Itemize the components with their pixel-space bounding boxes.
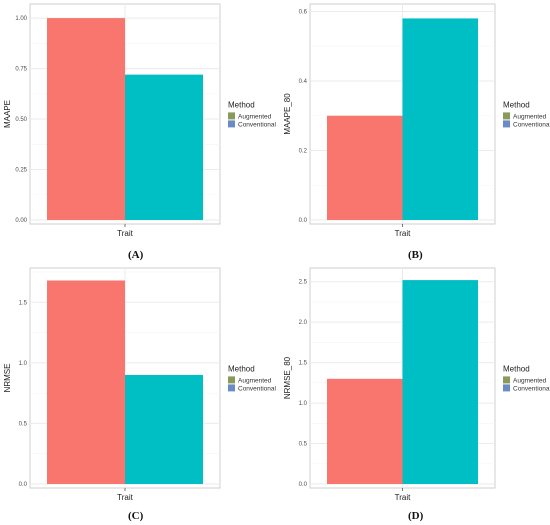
- y-tick-label: 0.6: [299, 9, 308, 15]
- x-axis-title: Trait: [117, 493, 133, 502]
- legend-label-augmented: Augmented: [238, 377, 272, 384]
- y-tick-label: 0.5: [19, 421, 28, 427]
- y-tick-label: 0.0: [19, 482, 28, 488]
- legend-swatch-conventional: [228, 384, 235, 392]
- y-tick-label: 2.5: [299, 280, 308, 286]
- y-tick-label: 0.50: [15, 117, 27, 123]
- bar-conventional: [125, 74, 203, 220]
- chart-svg: 0.00 0.25 0.50 0.75 1.00 Trait MAAPE Method Augm…: [3, 3, 276, 238]
- legend-label-augmented: Augmented: [238, 113, 272, 120]
- legend-swatch-augmented: [228, 376, 235, 384]
- chart-panel-b: 0.0 0.2 0.4 0.6 Trait MAAPE_80 Method Augmented…: [280, 0, 550, 245]
- y-axis-title: NRMSE_80: [283, 356, 292, 399]
- y-tick-label: 2.0: [299, 320, 308, 326]
- legend-label-augmented: Augmented: [513, 377, 547, 384]
- legend-swatch-conventional: [228, 120, 235, 128]
- bar-conventional: [125, 374, 203, 484]
- y-tick-label: 1.00: [15, 16, 27, 22]
- legend-label-augmented: Augmented: [513, 113, 547, 120]
- panel-label-a: (A): [128, 249, 144, 261]
- y-tick-label: 0.2: [299, 148, 308, 154]
- bar-conventional: [402, 18, 478, 221]
- legend-swatch-conventional: [503, 384, 510, 392]
- y-axis-title: MAAPE_80: [283, 93, 292, 135]
- y-tick-label: 1.5: [19, 300, 28, 306]
- legend-label-conventional: Conventional: [238, 385, 276, 392]
- x-axis-title: Trait: [395, 493, 411, 502]
- legend-title: Method: [228, 100, 255, 109]
- legend-swatch-conventional: [503, 120, 510, 128]
- y-tick-label: 1.5: [299, 361, 308, 367]
- panel-label-b: (B): [408, 249, 423, 261]
- chart-panel-a: 0.00 0.25 0.50 0.75 1.00 Trait MAAPE Method Augm…: [0, 0, 276, 245]
- chart-panel-c: 0.0 0.5 1.0 1.5 Trait NRMSE Method Augmented Con…: [0, 262, 276, 507]
- y-axis-title: NRMSE: [3, 364, 12, 393]
- y-tick-label: 0.25: [15, 168, 27, 174]
- chart-svg: 0.0 0.5 1.0 1.5 2.0 2.5 Trait NRMSE_80 Method Aug…: [283, 267, 550, 502]
- legend-title: Method: [503, 364, 530, 373]
- y-tick-label: 0.75: [15, 67, 27, 73]
- y-tick-label: 0.0: [299, 482, 308, 488]
- y-tick-label: 0.00: [15, 218, 27, 224]
- x-axis-title: Trait: [117, 229, 133, 238]
- chart-svg: 0.0 0.5 1.0 1.5 Trait NRMSE Method AugmentedCon…: [3, 267, 276, 502]
- bar-augmented: [327, 115, 403, 220]
- y-tick-label: 0.0: [299, 218, 308, 224]
- y-tick-label: 0.5: [299, 442, 308, 448]
- chart-svg: 0.0 0.2 0.4 0.6 Trait MAAPE_80 Method Augmented…: [283, 3, 550, 238]
- y-axis-title: MAAPE: [3, 100, 12, 128]
- legend-label-conventional: Conventional: [238, 121, 276, 128]
- bar-augmented: [47, 280, 125, 484]
- legend-label-conventional: Conventional: [513, 385, 550, 392]
- bar-augmented: [327, 378, 403, 484]
- y-tick-label: 1.0: [299, 401, 308, 407]
- legend-swatch-augmented: [503, 376, 510, 384]
- bar-augmented: [47, 18, 125, 220]
- chart-panel-d: 0.0 0.5 1.0 1.5 2.0 2.5 Trait NRMSE_80 Method Aug…: [280, 262, 550, 507]
- legend-label-conventional: Conventional: [513, 121, 550, 128]
- legend-title: Method: [503, 100, 530, 109]
- panel-label-c: (C): [128, 510, 144, 522]
- legend-swatch-augmented: [228, 112, 235, 120]
- x-axis-title: Trait: [395, 229, 411, 238]
- panel-label-d: (D): [408, 510, 424, 522]
- legend-swatch-augmented: [503, 112, 510, 120]
- legend-title: Method: [228, 364, 255, 373]
- bar-conventional: [402, 280, 478, 484]
- y-tick-label: 1.0: [19, 361, 28, 367]
- y-tick-label: 0.4: [299, 79, 308, 85]
